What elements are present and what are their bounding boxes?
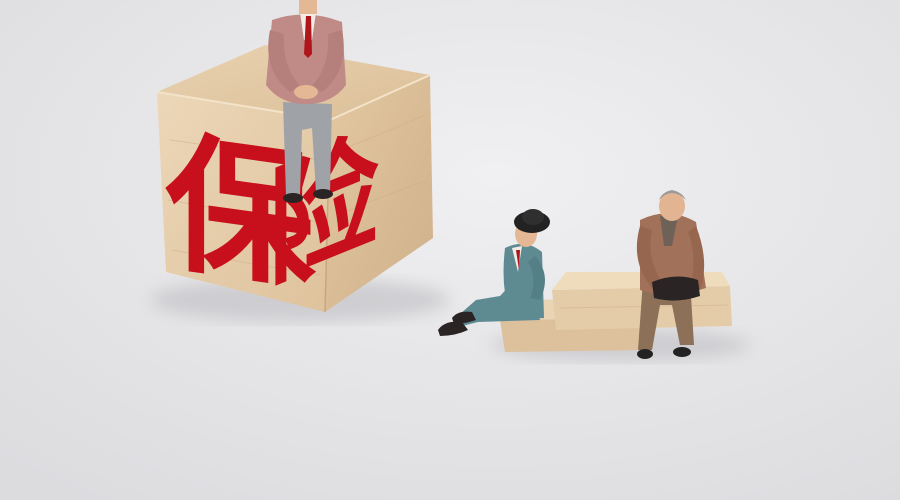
- figure-tie: [304, 16, 312, 58]
- cube-side-face: [325, 75, 433, 312]
- figure-hands: [294, 85, 318, 99]
- figure-shoe-right: [313, 189, 333, 199]
- figure-old-man: [636, 190, 706, 359]
- briefcase-icon: [652, 276, 700, 301]
- figure-man-on-cube: [266, 0, 346, 203]
- figure-man-with-hat: [438, 209, 550, 336]
- figure-neck: [299, 0, 317, 14]
- figure-trousers: [283, 102, 332, 195]
- figure-old-man-head: [659, 191, 685, 221]
- figure-shoe-left: [283, 193, 303, 203]
- figure-grey-hair: [659, 190, 686, 200]
